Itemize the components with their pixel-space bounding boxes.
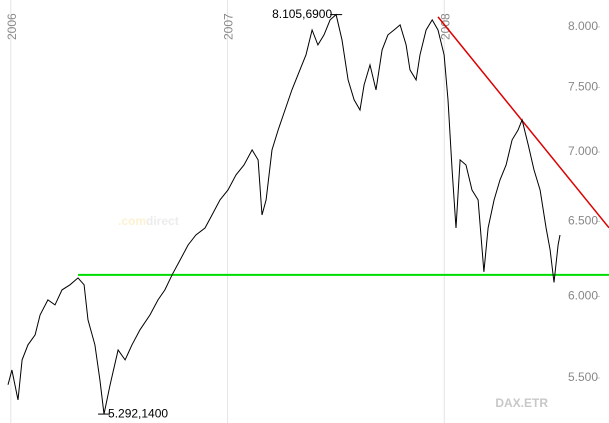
y-tick-label: 7.500 <box>568 80 598 94</box>
annotation: 8.105,6900 <box>272 7 332 21</box>
x-tick-label: 2006 <box>5 13 19 40</box>
watermark: .comdirect <box>118 214 179 228</box>
watermark-part: .com <box>118 214 146 228</box>
watermark-part: direct <box>146 214 179 228</box>
y-tick-label: 5.500 <box>568 370 598 384</box>
y-tick-label: 7.000 <box>568 144 598 158</box>
annotation: 5.292,1400 <box>108 406 168 420</box>
y-tick-label: 6.500 <box>568 214 598 228</box>
y-tick-label: 6.000 <box>568 289 598 303</box>
series-name: DAX.ETR <box>495 396 548 410</box>
y-tick-label: 8.000 <box>568 19 598 33</box>
price-line <box>7 13 561 415</box>
trend-line <box>437 16 609 229</box>
x-tick-label: 2007 <box>222 13 236 40</box>
